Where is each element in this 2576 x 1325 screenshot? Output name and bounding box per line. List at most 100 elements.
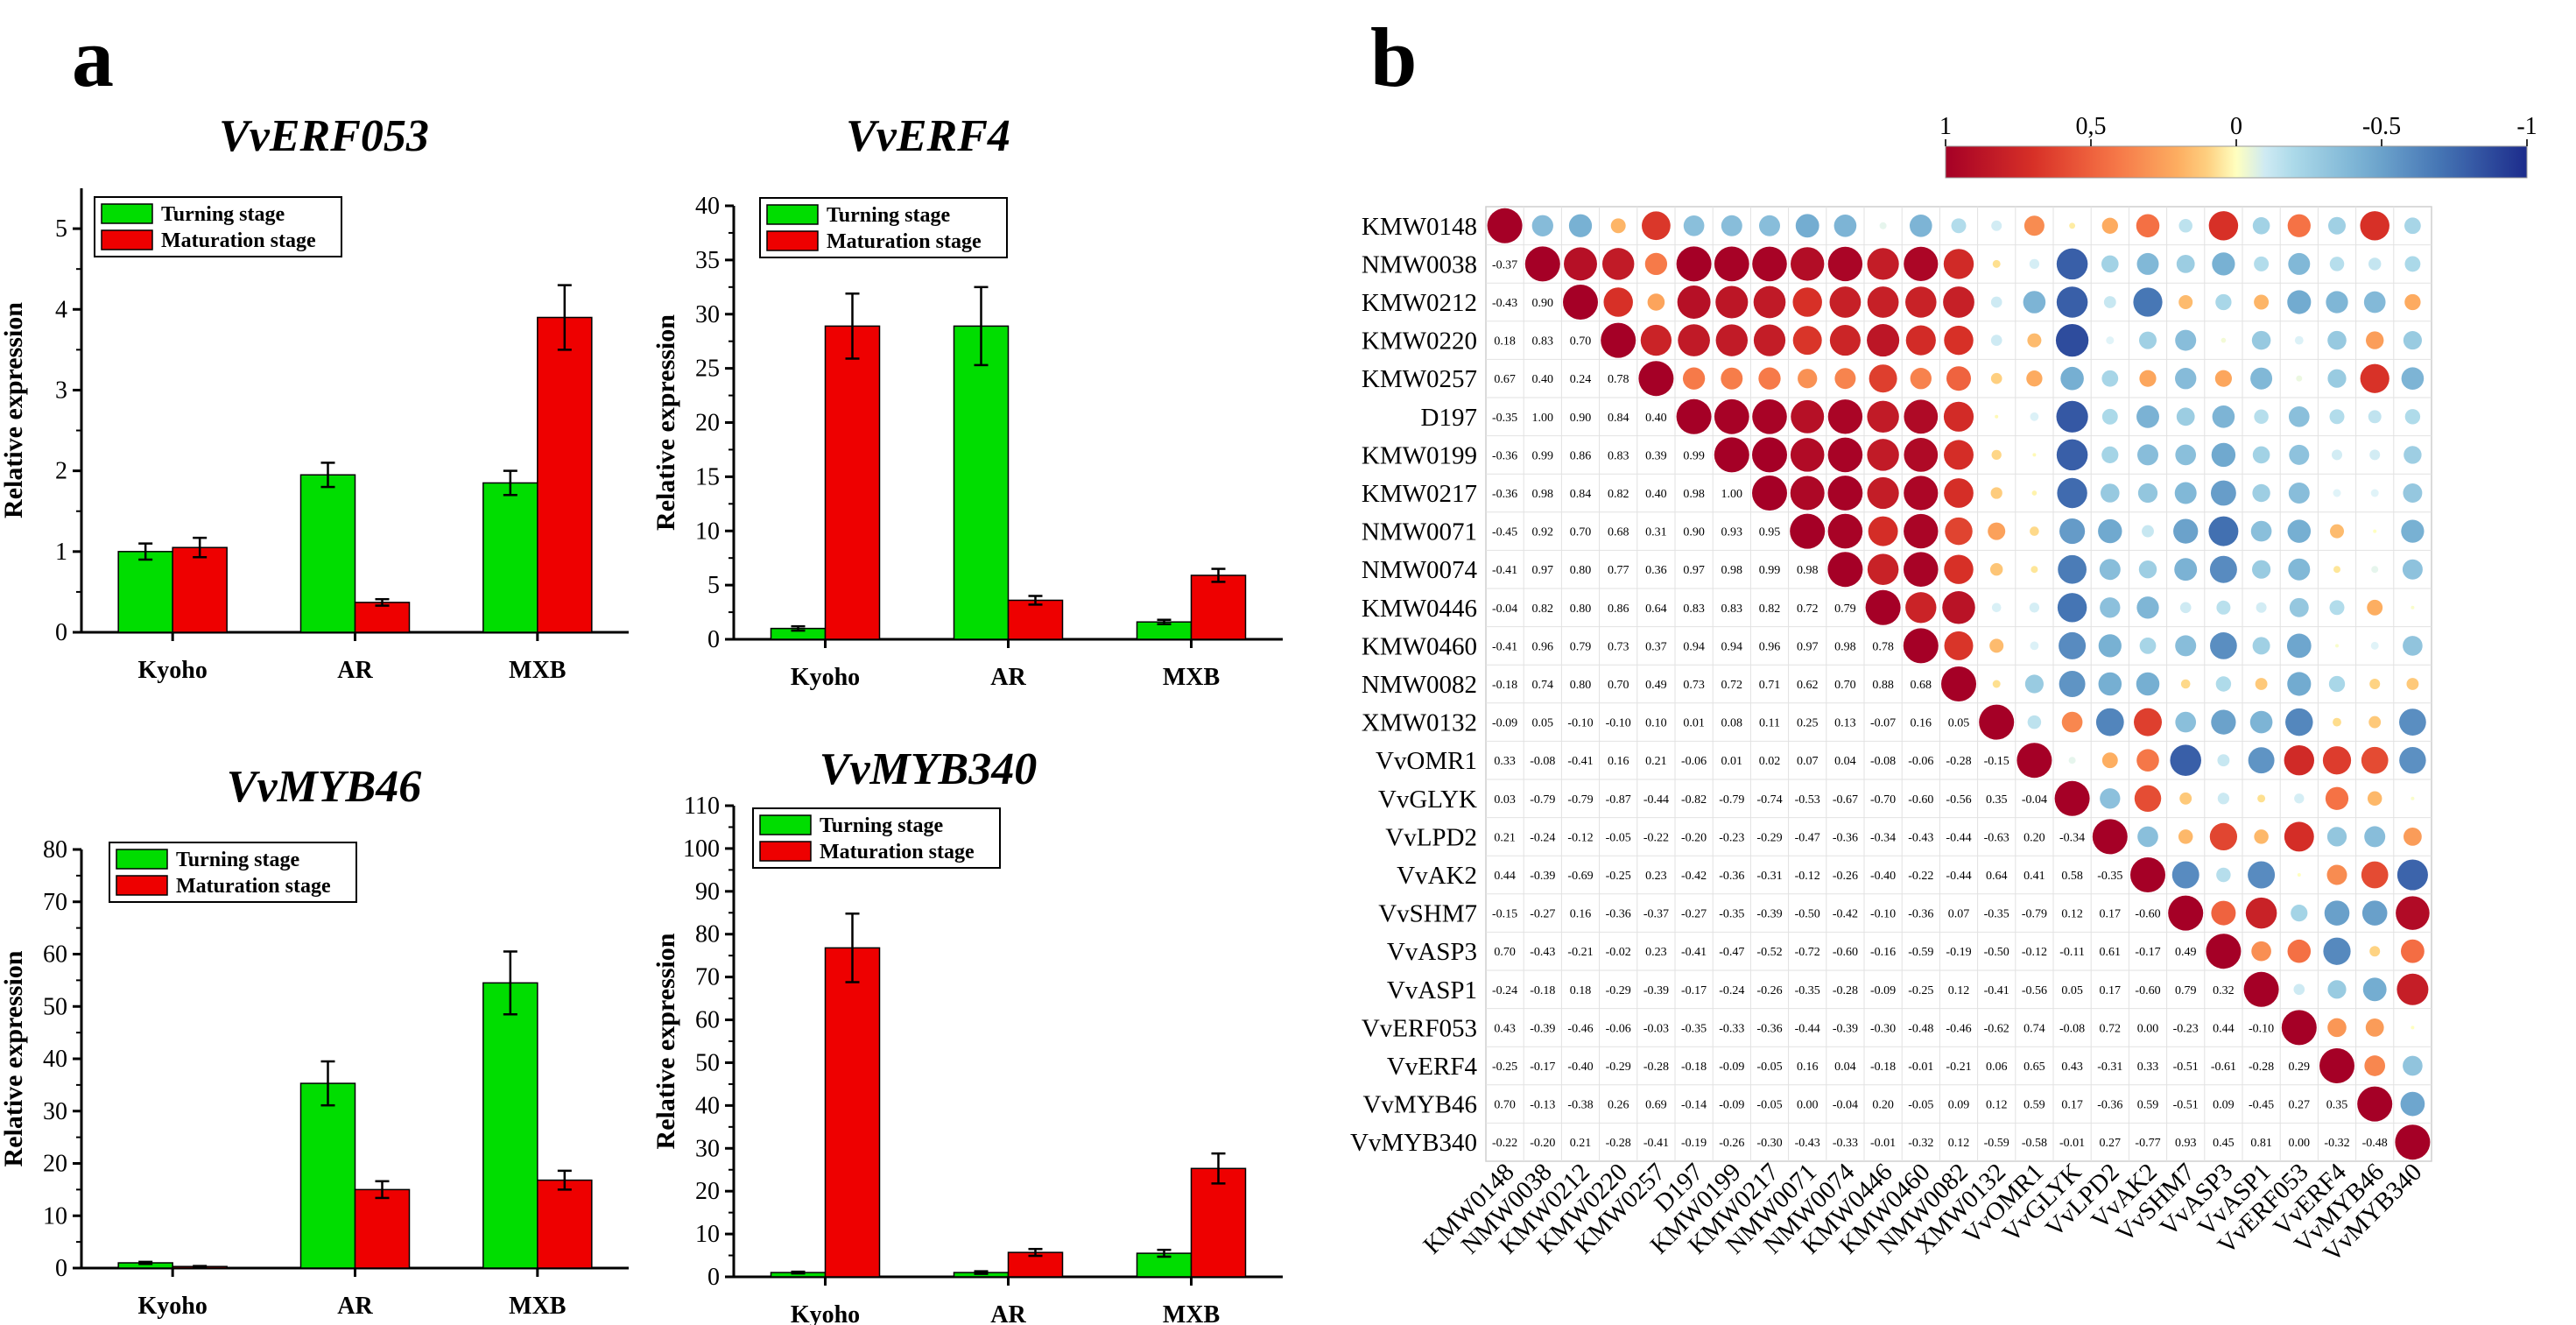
corr-circle xyxy=(2288,405,2310,427)
corr-value: 0.09 xyxy=(2213,1099,2235,1112)
corr-value: -0.36 xyxy=(2097,1099,2122,1112)
corr-value: -0.41 xyxy=(1681,946,1707,959)
corr-value: 0.40 xyxy=(1645,488,1667,501)
corr-value: -0.34 xyxy=(2059,831,2085,844)
corr-circle xyxy=(2249,710,2273,734)
corr-value: -0.09 xyxy=(1870,984,1896,997)
colorbar-tick-label: -0.5 xyxy=(2362,113,2401,140)
corr-value: 0.98 xyxy=(1834,640,1856,653)
corr-circle xyxy=(1568,214,1593,237)
chart3-ytick-label: 50 xyxy=(43,993,67,1020)
corr-circle xyxy=(2023,291,2046,314)
corr-value: -0.47 xyxy=(1719,946,1744,959)
corr-value: -0.26 xyxy=(1833,870,1858,883)
corr-value: 0.12 xyxy=(1948,1137,1970,1150)
corr-circle xyxy=(2361,746,2389,774)
chart2-bar-maturation-ar xyxy=(1007,599,1064,640)
corr-circle xyxy=(2179,792,2192,805)
corr-value: 0.82 xyxy=(1759,603,1781,616)
chart4-legend-label-turning: Turning stage xyxy=(820,814,944,837)
corr-value: 0.27 xyxy=(2289,1099,2311,1112)
corr-value: 0.17 xyxy=(2100,908,2122,921)
corr-circle xyxy=(2323,937,2351,965)
corr-value: 0.02 xyxy=(1759,755,1781,768)
corr-circle xyxy=(2325,786,2349,810)
corr-value: 0.07 xyxy=(1948,908,1970,921)
corr-value: -0.44 xyxy=(1795,1022,1820,1035)
corr-circle xyxy=(2130,857,2165,892)
corr-value: -0.74 xyxy=(1756,793,1782,807)
chart2-xtick-label-ar: AR xyxy=(990,664,1026,691)
corr-value: 0.44 xyxy=(1494,870,1516,883)
corr-circle xyxy=(2056,400,2088,433)
corr-circle xyxy=(1992,259,2001,268)
chart2-legend-label-maturation: Maturation stage xyxy=(827,230,982,253)
chart1-ytick-label: 5 xyxy=(55,215,67,243)
corr-circle xyxy=(1903,628,1939,664)
corr-value: 0.26 xyxy=(1608,1099,1629,1112)
chart4-title: VvMYB340 xyxy=(820,744,1037,794)
corr-circle xyxy=(2252,483,2270,503)
corr-circle xyxy=(1869,364,1897,393)
corr-value: 0.64 xyxy=(1645,603,1667,616)
corr-value: -0.29 xyxy=(1756,831,1782,844)
corr-circle xyxy=(2176,255,2195,273)
corr-circle xyxy=(2256,602,2267,613)
corr-value: 0.86 xyxy=(1608,603,1629,616)
corr-value: 0.58 xyxy=(2061,870,2083,883)
corr-value: 0.21 xyxy=(1570,1137,1592,1150)
corr-circle xyxy=(2061,711,2083,733)
corr-value: -0.09 xyxy=(1492,717,1517,730)
corr-value: -0.41 xyxy=(1984,984,2009,997)
corr-circle xyxy=(2368,257,2382,271)
corr-circle xyxy=(1752,476,1787,511)
corr-circle xyxy=(2288,558,2311,581)
corr-circle xyxy=(2327,980,2347,999)
corr-circle xyxy=(2215,676,2232,692)
corr-circle xyxy=(2357,1086,2393,1122)
corr-value: 0.79 xyxy=(1570,640,1592,653)
corr-circle xyxy=(2328,216,2346,235)
chart4-ytick-label: 60 xyxy=(695,1007,720,1034)
chart4-y-label: Relative expression xyxy=(651,933,680,1149)
corr-circle xyxy=(1791,399,1825,433)
corr-circle xyxy=(2373,529,2377,533)
corr-value: -0.43 xyxy=(1492,297,1517,310)
corr-circle xyxy=(2211,900,2236,926)
corr-circle xyxy=(2210,480,2236,506)
corr-circle xyxy=(2210,632,2237,659)
corr-circle xyxy=(2365,1018,2384,1037)
corr-circle xyxy=(2171,861,2199,889)
corr-value: 0.70 xyxy=(1570,335,1592,349)
corr-circle xyxy=(1798,369,1818,389)
corr-circle xyxy=(1524,246,1560,282)
corr-circle xyxy=(1905,286,1937,318)
corr-circle xyxy=(1753,324,1786,356)
corr-circle xyxy=(2361,900,2388,926)
corr-circle xyxy=(1792,287,1822,317)
corr-circle xyxy=(2175,329,2197,351)
corr-circle xyxy=(2136,596,2159,619)
corr-value: 0.62 xyxy=(1797,679,1819,692)
corr-value: -0.27 xyxy=(1530,908,1555,921)
chart2-legend-swatch-turning xyxy=(766,204,819,225)
corr-circle xyxy=(2401,519,2425,543)
corr-value: -0.25 xyxy=(1606,870,1631,883)
corr-circle xyxy=(2016,743,2052,779)
corr-circle xyxy=(2403,331,2422,350)
corr-circle xyxy=(2252,637,2270,655)
corr-circle xyxy=(2217,754,2230,767)
corr-circle xyxy=(2406,678,2419,690)
chart1-bar-maturation-kyoho xyxy=(172,546,228,633)
corr-value: -0.79 xyxy=(2022,908,2047,921)
corr-circle xyxy=(1945,517,1973,546)
chart3-legend-swatch-turning xyxy=(116,849,168,870)
corr-value: -0.60 xyxy=(1833,946,1858,959)
corr-value: 0.94 xyxy=(1721,640,1743,653)
corr-circle xyxy=(1867,286,1899,318)
corr-value: -0.39 xyxy=(1643,984,1669,997)
corr-circle xyxy=(2369,679,2381,689)
corr-value: -0.05 xyxy=(1908,1099,1933,1112)
corr-circle xyxy=(2027,333,2042,348)
